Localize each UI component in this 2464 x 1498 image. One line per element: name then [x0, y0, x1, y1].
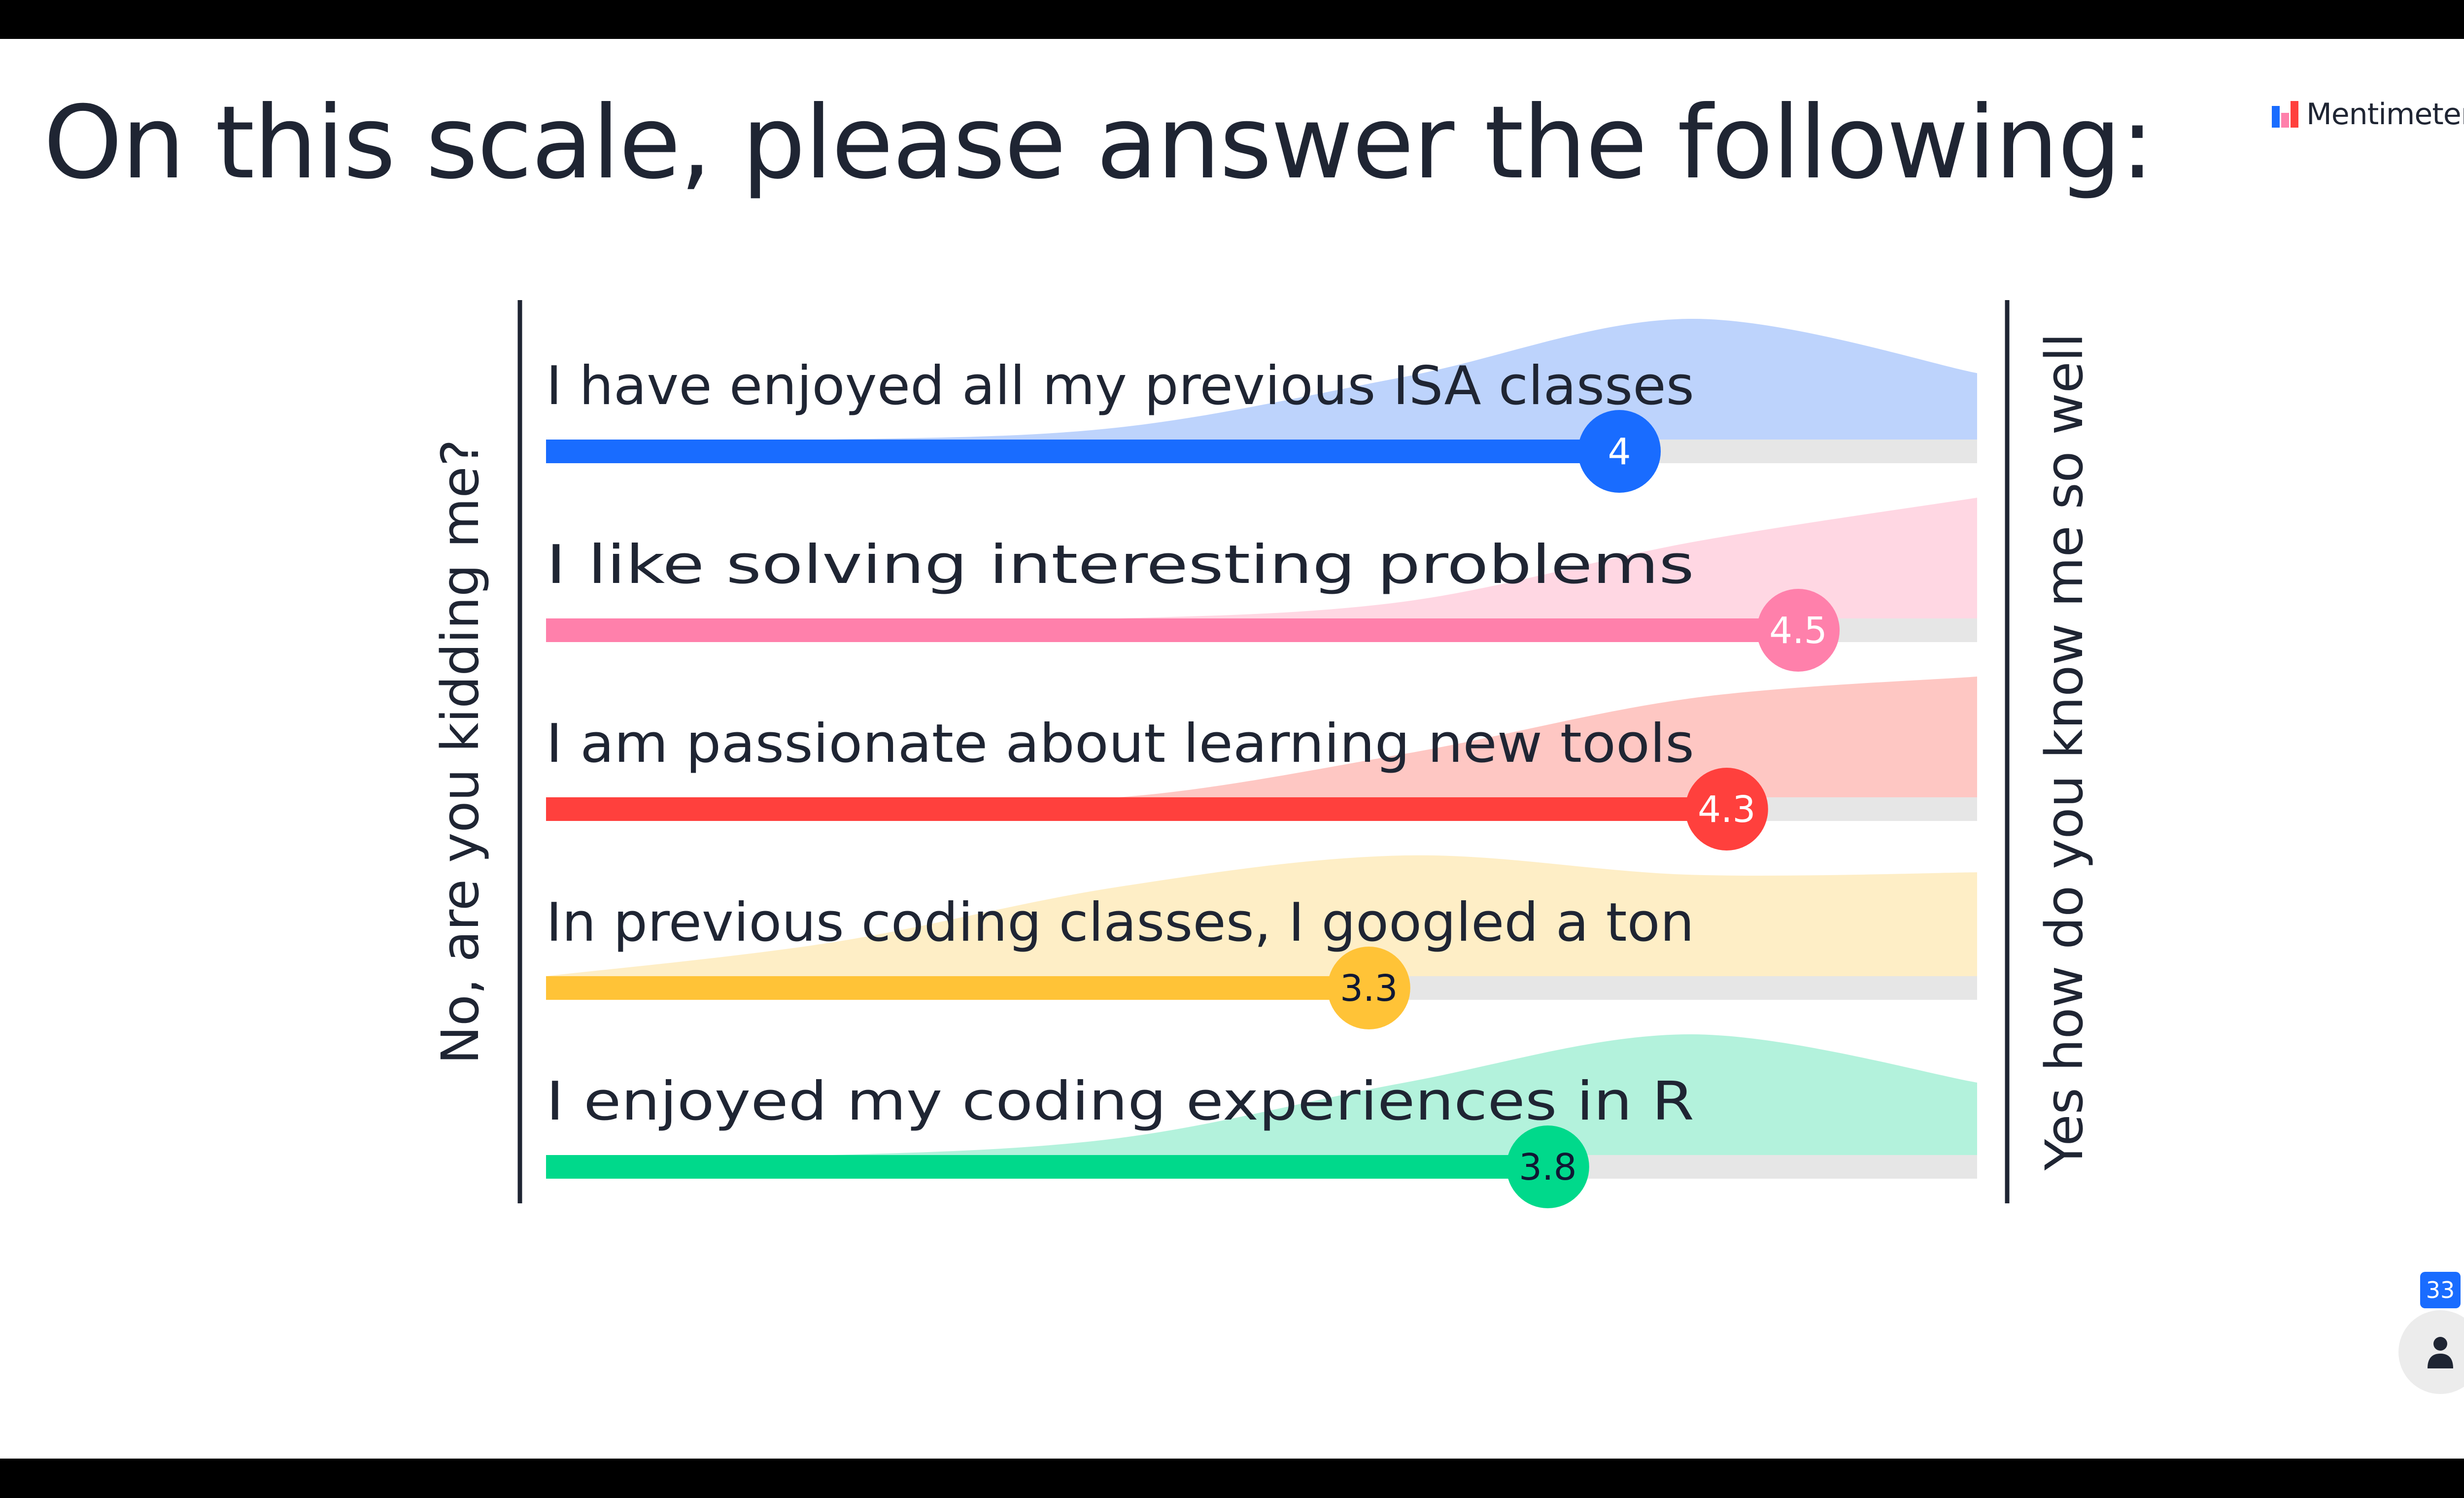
distribution-area-4	[546, 855, 1977, 976]
statement-label-4: In previous coding classes, I googled a …	[546, 892, 1694, 953]
statement-label-2: I like solving interesting problems	[546, 534, 1694, 596]
value-bar-4	[546, 976, 1369, 1000]
value-label-2: 4.5	[1769, 610, 1827, 652]
value-badge-1	[1578, 410, 1661, 493]
distribution-area-2	[546, 498, 1977, 620]
person-icon	[2428, 1337, 2453, 1368]
scales-chart: No, are you kidding me? Yes how do you kn…	[430, 300, 2094, 1208]
participants-count-badge: 33	[2420, 1272, 2461, 1308]
participants-widget[interactable]: 33	[2398, 1272, 2464, 1394]
brand-name: Mentimeter	[2306, 97, 2464, 132]
value-badge-5	[1506, 1125, 1589, 1208]
slide: On this scale, please answer the followi…	[0, 39, 2464, 1459]
scale-max-label: Yes how do you know me so well	[2034, 333, 2094, 1171]
distribution-area-5	[546, 1034, 1977, 1157]
value-badge-4	[1327, 947, 1410, 1029]
value-bar-1	[546, 440, 1619, 463]
value-badge-2	[1757, 589, 1840, 672]
brand: Mentimeter	[2272, 97, 2464, 132]
statement-label-5: I enjoyed my coding experiences in R	[546, 1071, 1694, 1132]
value-bar-3	[546, 797, 1727, 821]
mentimeter-logo-icon	[2272, 101, 2298, 128]
participants-button[interactable]	[2398, 1310, 2464, 1394]
statement-label-3: I am passionate about learning new tools	[546, 713, 1694, 775]
value-badge-3	[1685, 768, 1768, 851]
scale-min-label: No, are you kidding me?	[430, 439, 490, 1064]
value-label-5: 3.8	[1519, 1146, 1577, 1189]
value-bar-2	[546, 618, 1798, 642]
value-label-3: 4.3	[1698, 788, 1756, 831]
value-bar-5	[546, 1155, 1548, 1179]
value-label-1: 4	[1608, 431, 1631, 473]
statement-label-1: I have enjoyed all my previous ISA class…	[546, 355, 1694, 417]
slide-title: On this scale, please answer the followi…	[43, 85, 2155, 202]
value-label-4: 3.3	[1340, 967, 1398, 1010]
distribution-area-3	[546, 677, 1977, 801]
